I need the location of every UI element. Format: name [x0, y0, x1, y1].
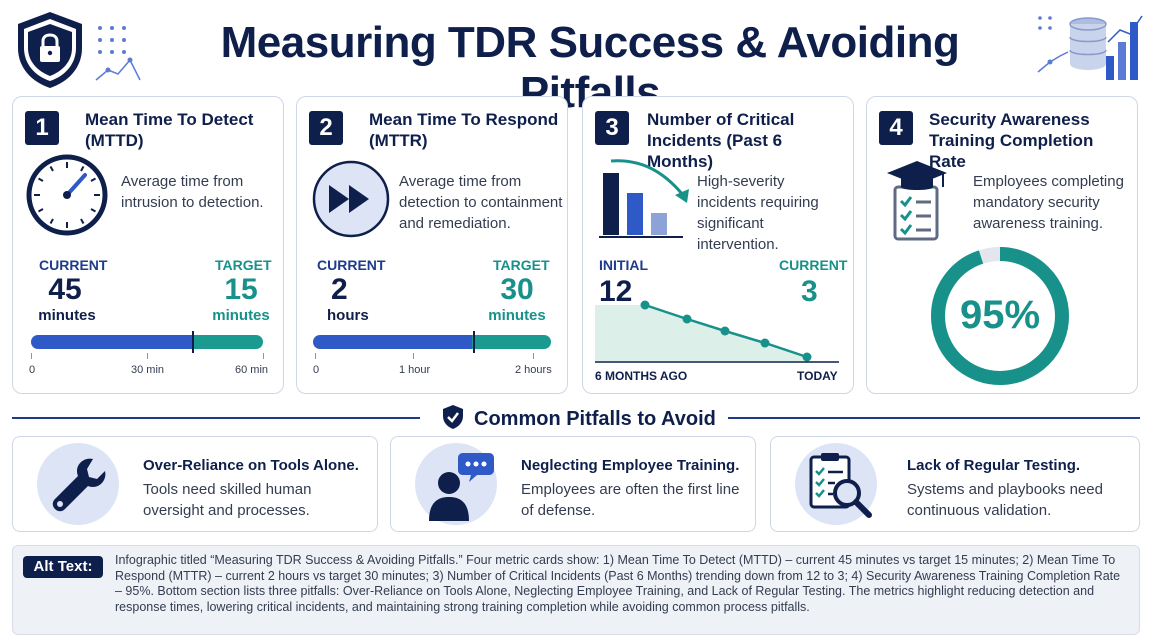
target-fill: [193, 335, 263, 349]
x-axis-start: 6 MONTHS AGO: [595, 369, 688, 383]
target-fill: [472, 335, 551, 349]
dots-decoration-icon: [95, 26, 141, 81]
current-label: CURRENT: [317, 257, 386, 273]
card-title: Number of Critical Incidents (Past 6 Mon…: [647, 110, 795, 171]
scale-mid: 30 min: [131, 364, 165, 376]
scale-start: 0: [313, 364, 320, 376]
critical-incidents-card: 3 Number of Critical Incidents (Past 6 M…: [582, 96, 854, 394]
database-chart-icon: [1037, 15, 1143, 80]
tick-mark: [31, 353, 32, 359]
card-number: 3: [595, 111, 629, 145]
tick-mark: [315, 353, 316, 359]
person-chat-icon: [429, 453, 494, 521]
current-unit: minutes: [38, 307, 96, 324]
current-fill: [31, 335, 194, 349]
pitfall-description: Employees are often the first line of de…: [521, 481, 740, 519]
current-unit: hours: [327, 307, 369, 324]
scale-end: 2 hours: [515, 364, 552, 376]
card-title: Security Awareness Training Completion R…: [929, 110, 1094, 171]
progress-bar: [31, 335, 263, 349]
alt-text-label: Alt Text:: [23, 556, 103, 578]
pitfall-title: Over-Reliance on Tools Alone.: [143, 457, 359, 474]
card-description: Average time from intrusion to detection…: [121, 173, 264, 211]
scale-start: 0: [29, 364, 36, 376]
initial-label: INITIAL: [599, 257, 648, 273]
mttd-card: 1 Mean Time To Detect (MTTD) Average tim…: [12, 96, 284, 394]
progress-marker: [192, 331, 194, 353]
icon-circle: [37, 443, 119, 525]
icon-circle: [415, 443, 497, 525]
fast-forward-icon: [312, 160, 390, 238]
alt-text-box: Alt Text: Infographic titled “Measuring …: [12, 545, 1140, 635]
divider: [12, 417, 420, 419]
card-title: Mean Time To Respond (MTTR): [369, 110, 559, 150]
scale-end: 60 min: [235, 364, 269, 376]
completion-donut-chart: [931, 247, 1069, 385]
current-value: 3: [801, 275, 818, 308]
shield-check-icon: [443, 405, 463, 429]
tick-mark: [147, 353, 148, 359]
shield-lock-icon: [18, 12, 82, 88]
target-unit: minutes: [212, 307, 270, 324]
progress-bar: [313, 335, 551, 349]
tick-mark: [263, 353, 264, 359]
current-label: CURRENT: [39, 257, 108, 273]
current-value: 2: [331, 273, 348, 306]
clock-icon: [26, 154, 108, 236]
pitfalls-section-header: Common Pitfalls to Avoid: [12, 404, 1140, 434]
card-description: Employees completing mandatory security …: [973, 173, 1124, 232]
pitfall-title: Neglecting Employee Training.: [521, 457, 740, 474]
current-value: 45: [48, 273, 82, 306]
scale-mid: 1 hour: [399, 364, 431, 376]
tick-mark: [533, 353, 534, 359]
x-axis-end: TODAY: [797, 369, 838, 383]
incidents-trend-chart: [595, 300, 839, 363]
target-label: TARGET: [215, 257, 272, 273]
pitfall-card: Over-Reliance on Tools Alone. Tools need…: [12, 436, 378, 532]
card-title: Mean Time To Detect (MTTD): [85, 110, 254, 150]
header: Measuring TDR Success & Avoiding Pitfall…: [0, 0, 1152, 117]
card-number: 2: [309, 111, 343, 145]
target-value: 15: [224, 273, 258, 306]
tick-mark: [413, 353, 414, 359]
pitfall-description: Systems and playbooks need continuous va…: [907, 481, 1103, 519]
mttr-card: 2 Mean Time To Respond (MTTR) Average ti…: [296, 96, 568, 394]
wrench-icon: [52, 458, 106, 512]
alt-text-content: Infographic titled “Measuring TDR Succes…: [115, 553, 1121, 614]
initial-value: 12: [599, 275, 633, 308]
pitfall-card: Neglecting Employee Training. Employees …: [390, 436, 756, 532]
target-value: 30: [500, 273, 534, 306]
completion-percent: 95%: [959, 293, 1041, 337]
card-number: 1: [25, 111, 59, 145]
target-unit: minutes: [488, 307, 546, 324]
current-fill: [313, 335, 473, 349]
bar-chart-down-icon: [599, 159, 689, 238]
progress-marker: [473, 331, 475, 353]
card-description: Average time from detection to containme…: [399, 173, 563, 232]
checklist-magnifier-icon: [809, 453, 872, 518]
training-completion-card: 4 Security Awareness Training Completion…: [866, 96, 1138, 394]
target-label: TARGET: [493, 257, 550, 273]
card-number: 4: [879, 111, 913, 145]
divider: [728, 417, 1140, 419]
section-title: Common Pitfalls to Avoid: [474, 408, 716, 430]
pitfall-card: Lack of Regular Testing. Systems and pla…: [770, 436, 1140, 532]
pitfall-description: Tools need skilled human oversight and p…: [143, 481, 312, 519]
card-description: High-severity incidents requiring signif…: [697, 173, 819, 253]
icon-circle: [795, 443, 877, 525]
pitfall-title: Lack of Regular Testing.: [907, 457, 1081, 474]
completion-arc: [931, 247, 1069, 385]
graduation-checklist-icon: [887, 161, 947, 241]
current-label: CURRENT: [779, 257, 848, 273]
